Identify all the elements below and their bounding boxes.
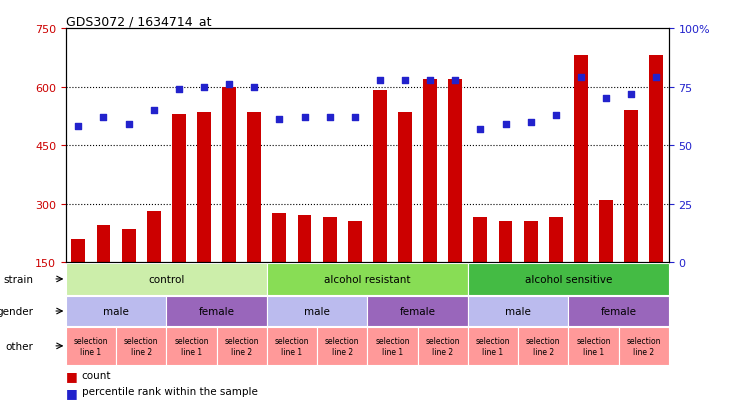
Text: selection
line 2: selection line 2 <box>224 336 259 356</box>
Point <box>273 117 285 123</box>
Bar <box>348 222 362 263</box>
Point <box>98 114 110 121</box>
Text: ■: ■ <box>66 370 82 382</box>
Text: gender: gender <box>0 306 33 316</box>
Text: alcohol sensitive: alcohol sensitive <box>525 274 612 284</box>
Bar <box>322 218 336 263</box>
Bar <box>599 200 613 263</box>
Point <box>198 84 210 90</box>
Text: GDS3072 / 1634714_at: GDS3072 / 1634714_at <box>66 15 211 28</box>
Point <box>600 96 612 102</box>
Bar <box>147 212 161 263</box>
Text: selection
line 1: selection line 1 <box>576 336 610 356</box>
Text: male: male <box>304 306 330 316</box>
Bar <box>624 111 638 263</box>
Text: selection
line 1: selection line 1 <box>174 336 208 356</box>
Bar <box>273 214 287 263</box>
Bar <box>172 114 186 263</box>
Bar <box>96 225 110 263</box>
Bar <box>267 328 317 365</box>
Text: selection
line 1: selection line 1 <box>74 336 108 356</box>
Point <box>148 107 159 114</box>
Bar <box>222 87 236 263</box>
Point <box>575 75 587 81</box>
Bar <box>66 297 167 326</box>
Point <box>374 77 386 83</box>
Text: male: male <box>103 306 129 316</box>
Text: female: female <box>199 306 235 316</box>
Text: other: other <box>5 341 33 351</box>
Bar <box>518 328 569 365</box>
Point <box>223 82 235 88</box>
Bar <box>167 297 267 326</box>
Bar <box>267 263 468 295</box>
Point <box>173 86 185 93</box>
Text: selection
line 2: selection line 2 <box>425 336 460 356</box>
Bar <box>549 218 563 263</box>
Bar <box>569 297 669 326</box>
Point <box>550 112 561 119</box>
Bar <box>216 328 267 365</box>
Bar <box>247 113 261 263</box>
Bar <box>474 218 488 263</box>
Point <box>450 77 461 83</box>
Text: count: count <box>82 370 111 380</box>
Bar <box>468 297 569 326</box>
Point <box>72 124 84 131</box>
Point <box>324 114 336 121</box>
Bar <box>523 222 537 263</box>
Bar <box>417 328 468 365</box>
Bar <box>267 297 367 326</box>
Bar <box>197 113 211 263</box>
Bar <box>574 56 588 263</box>
Bar <box>423 80 437 263</box>
Point <box>474 126 486 133</box>
Bar <box>618 328 669 365</box>
Text: selection
line 1: selection line 1 <box>375 336 409 356</box>
Bar <box>298 216 311 263</box>
Text: control: control <box>148 274 184 284</box>
Point <box>249 84 260 90</box>
Point <box>299 114 311 121</box>
Bar <box>66 263 267 295</box>
Point <box>349 114 360 121</box>
Text: selection
line 1: selection line 1 <box>275 336 309 356</box>
Point <box>424 77 436 83</box>
Text: selection
line 2: selection line 2 <box>124 336 159 356</box>
Text: strain: strain <box>3 274 33 284</box>
Text: female: female <box>400 306 436 316</box>
Bar <box>468 263 669 295</box>
Point <box>651 75 662 81</box>
Point <box>399 77 411 83</box>
Bar <box>367 328 417 365</box>
Point <box>123 121 135 128</box>
Bar <box>448 80 462 263</box>
Point <box>500 121 512 128</box>
Text: selection
line 2: selection line 2 <box>526 336 561 356</box>
Bar <box>121 230 135 263</box>
Bar <box>468 328 518 365</box>
Text: female: female <box>601 306 637 316</box>
Bar <box>398 113 412 263</box>
Text: selection
line 2: selection line 2 <box>626 336 661 356</box>
Bar <box>367 297 468 326</box>
Text: ■: ■ <box>66 386 82 399</box>
Bar <box>317 328 367 365</box>
Text: percentile rank within the sample: percentile rank within the sample <box>82 386 258 396</box>
Text: selection
line 2: selection line 2 <box>325 336 360 356</box>
Point <box>525 119 537 126</box>
Bar <box>373 91 387 263</box>
Bar <box>499 222 512 263</box>
Text: male: male <box>505 306 531 316</box>
Text: alcohol resistant: alcohol resistant <box>324 274 411 284</box>
Bar <box>72 239 86 263</box>
Bar <box>569 328 618 365</box>
Bar <box>116 328 167 365</box>
Bar <box>167 328 216 365</box>
Bar <box>649 56 663 263</box>
Text: selection
line 1: selection line 1 <box>476 336 510 356</box>
Point <box>625 91 637 97</box>
Bar <box>66 328 116 365</box>
